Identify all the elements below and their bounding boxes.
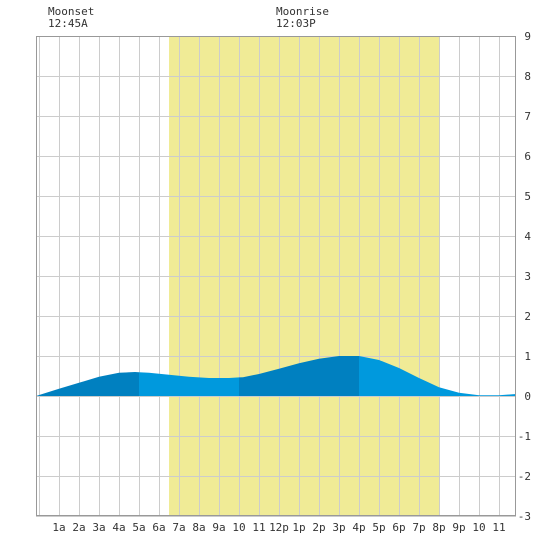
x-tick-label: 5a bbox=[132, 521, 145, 534]
x-tick-label: 2p bbox=[312, 521, 325, 534]
y-tick-label: 6 bbox=[524, 150, 531, 163]
x-tick-label: 9a bbox=[212, 521, 225, 534]
y-tick-label: 4 bbox=[524, 230, 531, 243]
x-tick-label: 12p bbox=[269, 521, 289, 534]
y-tick-label: 0 bbox=[524, 390, 531, 403]
moonrise-time: 12:03P bbox=[276, 17, 316, 30]
x-tick-label: 4p bbox=[352, 521, 365, 534]
moonrise-label: Moonrise bbox=[276, 5, 329, 18]
x-tick-label: 8a bbox=[192, 521, 205, 534]
plot-frame bbox=[36, 36, 516, 516]
y-tick-label: -3 bbox=[518, 510, 531, 523]
x-tick-label: 11 bbox=[252, 521, 265, 534]
tide-area-segment bbox=[239, 356, 359, 396]
y-tick-label: 2 bbox=[524, 310, 531, 323]
x-tick-label: 2a bbox=[72, 521, 85, 534]
x-tick-label: 6a bbox=[152, 521, 165, 534]
x-tick-label: 5p bbox=[372, 521, 385, 534]
x-tick-label: 7p bbox=[412, 521, 425, 534]
y-tick-label: 3 bbox=[524, 270, 531, 283]
x-tick-label: 9p bbox=[452, 521, 465, 534]
x-tick-label: 1a bbox=[52, 521, 65, 534]
x-tick-label: 8p bbox=[432, 521, 445, 534]
tide-area-segment bbox=[359, 356, 516, 396]
tide-area-segment bbox=[36, 372, 139, 396]
x-tick-label: 6p bbox=[392, 521, 405, 534]
y-tick-label: 7 bbox=[524, 110, 531, 123]
y-tick-label: 1 bbox=[524, 350, 531, 363]
y-tick-label: 9 bbox=[524, 30, 531, 43]
x-tick-label: 4a bbox=[112, 521, 125, 534]
x-tick-label: 3a bbox=[92, 521, 105, 534]
moonset-label: Moonset bbox=[48, 5, 95, 18]
y-tick-label: -1 bbox=[518, 430, 531, 443]
tide-area-segment bbox=[139, 372, 239, 396]
y-tick-label: 5 bbox=[524, 190, 531, 203]
x-tick-label: 1p bbox=[292, 521, 305, 534]
x-tick-label: 10 bbox=[472, 521, 485, 534]
y-tick-label: 8 bbox=[524, 70, 531, 83]
moonset-time: 12:45A bbox=[48, 17, 88, 30]
x-tick-label: 10 bbox=[232, 521, 245, 534]
x-tick-label: 11 bbox=[492, 521, 505, 534]
y-tick-label: -2 bbox=[518, 470, 531, 483]
x-tick-label: 7a bbox=[172, 521, 185, 534]
x-tick-label: 3p bbox=[332, 521, 345, 534]
